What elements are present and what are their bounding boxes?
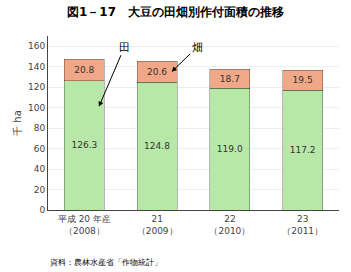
svg-text:126.3: 126.3 (71, 140, 97, 150)
svg-text:119.0: 119.0 (217, 144, 243, 154)
svg-text:60: 60 (34, 144, 46, 154)
svg-text:図1－17 大豆の田畑別作付面積の推移: 図1－17 大豆の田畑別作付面積の推移 (67, 5, 284, 19)
svg-text:21（2009）: 21（2009） (137, 214, 178, 236)
svg-text:40: 40 (34, 164, 46, 174)
svg-text:140: 140 (28, 62, 45, 72)
svg-text:19.5: 19.5 (293, 75, 313, 85)
svg-text:160: 160 (28, 41, 45, 51)
svg-text:18.7: 18.7 (220, 74, 240, 84)
svg-text:117.2: 117.2 (290, 145, 316, 155)
svg-text:80: 80 (34, 123, 46, 133)
svg-text:23（2011）: 23（2011） (282, 214, 323, 236)
svg-text:20: 20 (34, 185, 46, 195)
svg-text:100: 100 (28, 103, 45, 113)
svg-text:20.6: 20.6 (147, 67, 167, 77)
svg-text:平成 20 年産（2008）: 平成 20 年産（2008） (58, 214, 111, 236)
svg-text:22（2010）: 22（2010） (209, 214, 250, 236)
svg-text:120: 120 (28, 82, 45, 92)
svg-text:田: 田 (119, 41, 130, 54)
svg-text:畑: 畑 (192, 41, 203, 54)
svg-text:20.8: 20.8 (74, 65, 94, 75)
svg-text:0: 0 (39, 205, 45, 215)
svg-text:124.8: 124.8 (144, 141, 170, 151)
svg-text:資料：農林水産省「作物統計」: 資料：農林水産省「作物統計」 (50, 258, 162, 267)
svg-text:千 ha: 千 ha (12, 110, 23, 136)
